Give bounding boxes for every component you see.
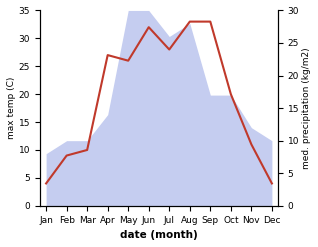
Y-axis label: max temp (C): max temp (C) xyxy=(7,77,16,139)
Y-axis label: med. precipitation (kg/m2): med. precipitation (kg/m2) xyxy=(302,47,311,169)
X-axis label: date (month): date (month) xyxy=(120,230,198,240)
